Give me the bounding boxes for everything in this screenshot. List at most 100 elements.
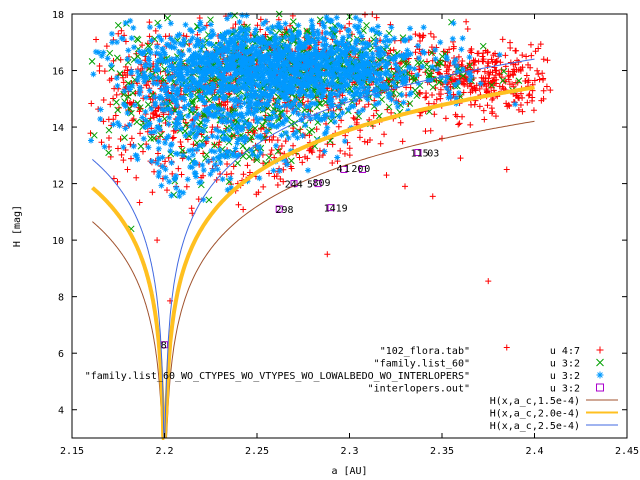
data-point [358, 51, 365, 58]
data-point [231, 71, 238, 78]
data-point [344, 74, 351, 81]
data-point [187, 163, 194, 170]
data-point [447, 93, 454, 100]
data-point [315, 83, 322, 90]
data-point [342, 77, 349, 84]
y-tick-label: 18 [52, 10, 64, 21]
data-point [364, 89, 371, 96]
data-point [133, 35, 141, 43]
data-point [156, 23, 163, 30]
data-point [204, 58, 211, 65]
data-point [292, 62, 299, 69]
data-point [98, 52, 105, 59]
data-point [218, 33, 225, 40]
data-point [238, 93, 245, 100]
data-point [454, 63, 461, 70]
data-point [295, 22, 302, 29]
data-point [189, 151, 196, 158]
data-point [161, 115, 169, 123]
data-point [401, 68, 408, 75]
data-point [351, 23, 358, 30]
data-point [432, 46, 439, 53]
data-point [336, 53, 343, 60]
data-point [361, 75, 368, 82]
data-point [97, 115, 104, 122]
data-point [240, 48, 247, 55]
data-point [305, 63, 312, 70]
data-point [373, 14, 380, 21]
data-point [277, 175, 284, 182]
data-point [356, 134, 363, 141]
data-point [168, 62, 175, 69]
curve-0 [92, 120, 535, 439]
data-point [174, 66, 181, 73]
data-point [252, 108, 259, 115]
data-point [145, 47, 152, 54]
data-point [137, 59, 144, 66]
data-point [465, 69, 472, 76]
data-point [128, 35, 135, 42]
data-point [427, 30, 434, 37]
data-point [309, 22, 316, 29]
data-point [237, 84, 244, 91]
data-point [390, 79, 397, 86]
data-point [297, 39, 304, 46]
data-point [200, 167, 207, 174]
data-point [373, 37, 380, 44]
data-point [281, 74, 288, 81]
data-point [437, 91, 444, 98]
data-point [393, 99, 400, 106]
data-point [218, 86, 225, 93]
point-annotation: 115 [411, 149, 429, 160]
data-point [300, 57, 307, 64]
data-point [328, 113, 335, 120]
data-point [456, 73, 463, 80]
data-point [397, 70, 404, 77]
data-point [220, 129, 227, 136]
data-point [175, 165, 182, 172]
data-point [502, 52, 509, 59]
data-point [162, 139, 169, 146]
data-point [269, 23, 276, 30]
data-point [477, 80, 484, 87]
data-point [273, 74, 280, 81]
data-point [310, 59, 317, 66]
data-point [334, 92, 341, 99]
data-point [450, 20, 457, 27]
data-point [116, 122, 123, 129]
data-point [191, 80, 198, 87]
data-point [372, 41, 379, 48]
data-point [443, 74, 450, 81]
data-point [331, 90, 338, 97]
data-point [437, 95, 444, 102]
data-point [329, 67, 336, 74]
data-point [118, 27, 125, 34]
data-point [205, 196, 213, 204]
data-point [321, 112, 328, 119]
data-point [342, 132, 349, 139]
data-point [540, 95, 547, 102]
data-point [352, 14, 359, 21]
data-point [156, 95, 163, 102]
data-point [452, 56, 459, 63]
data-point [232, 83, 239, 90]
data-point [503, 166, 510, 173]
data-point [129, 82, 136, 89]
data-point [154, 150, 161, 157]
data-point [365, 84, 372, 91]
data-point [301, 64, 308, 71]
data-point [245, 74, 252, 81]
data-point [304, 59, 311, 66]
data-point [224, 161, 231, 168]
data-point [315, 31, 322, 38]
y-tick-label: 14 [52, 123, 64, 134]
data-point [276, 80, 283, 87]
data-point [338, 23, 345, 30]
data-point [93, 36, 100, 43]
data-point [122, 103, 129, 110]
data-point [374, 51, 381, 58]
data-point [106, 77, 113, 84]
data-point [172, 39, 179, 46]
data-point [407, 25, 414, 32]
data-point [184, 176, 191, 183]
